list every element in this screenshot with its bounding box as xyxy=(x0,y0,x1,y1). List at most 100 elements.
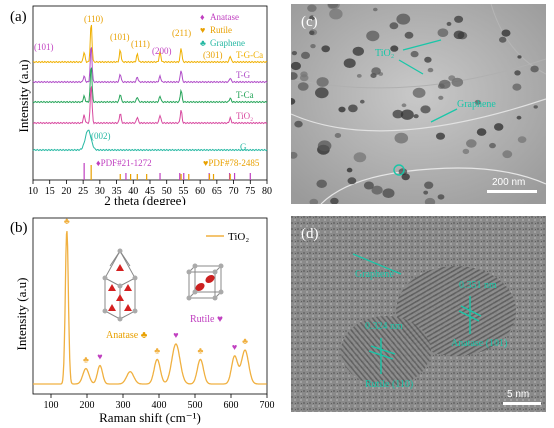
tio2-particle xyxy=(371,185,383,195)
tio2-particle xyxy=(291,98,296,105)
tio2-particle xyxy=(454,15,464,23)
xrd-xtick-label: 40 xyxy=(128,186,138,197)
peak-label-301: (301) xyxy=(203,50,223,60)
tio2-particle xyxy=(427,67,434,73)
panel-label-d: (d) xyxy=(301,226,319,242)
curve-label-g: G xyxy=(240,142,247,152)
peak-label-101-anatase: (101) xyxy=(34,42,54,52)
rutile-label: Rutile ♥ xyxy=(190,314,223,325)
tio2-particle xyxy=(451,77,464,87)
tio2-particle xyxy=(315,87,329,99)
tio2-particle xyxy=(317,140,332,152)
tio2-particle xyxy=(462,148,470,155)
peak-label-200: (200) xyxy=(152,46,172,56)
tio2-particle xyxy=(413,114,419,119)
tio2-particle xyxy=(327,4,340,10)
legend-rutile-symbol: ♥ xyxy=(200,25,205,35)
xrd-xtick-label: 65 xyxy=(212,186,222,197)
tio2-particle xyxy=(294,120,303,128)
tio2-particle xyxy=(439,79,451,89)
peak-label-111: (111) xyxy=(131,39,150,49)
xrd-xtick-label: 45 xyxy=(145,186,155,197)
tio2-particle xyxy=(514,70,521,76)
tio2-particle xyxy=(309,198,319,204)
xrd-legend: ♦ Anatase ♥ Rutile ♣ Graphene xyxy=(200,12,245,48)
tio2-particle xyxy=(307,4,317,12)
raman-xtick-label: 300 xyxy=(116,400,131,411)
tio2-particle xyxy=(437,28,449,37)
tio2-particle xyxy=(366,30,380,42)
xrd-ylabel: Intensity (a.u) xyxy=(16,60,31,133)
tio2-particle xyxy=(448,75,456,81)
xrd-series-line xyxy=(32,129,268,152)
tio2-particle xyxy=(400,109,414,120)
raman-peak-marker-rutile: ♥ xyxy=(97,352,102,362)
pdf-label-anatase: ♦PDF#21-1272 xyxy=(96,158,152,168)
curve-label-tgca: T-G-Ca xyxy=(236,50,263,60)
tio2-particle xyxy=(291,61,301,71)
raman-legend: TiO₂ xyxy=(228,231,249,243)
raman-frame xyxy=(32,217,268,395)
tio2-particle xyxy=(516,115,522,120)
tio2-particle xyxy=(316,77,329,87)
tio2-particle xyxy=(438,95,444,100)
tio2-particle xyxy=(291,51,297,56)
legend-graphene: Graphene xyxy=(210,38,245,48)
rutile-crystal-illustration xyxy=(186,263,224,301)
xrd-xtick-label: 50 xyxy=(162,186,172,197)
xrd-series-line xyxy=(32,47,268,84)
raman-xtick-label: 500 xyxy=(188,400,203,411)
peak-label-110: (110) xyxy=(84,14,103,24)
xrd-xtick-label: 35 xyxy=(112,186,122,197)
xrd-series-line xyxy=(32,86,268,125)
dspacing-marker-rutile xyxy=(368,338,396,374)
raman-xtick-label: 200 xyxy=(80,400,95,411)
raman-series-line xyxy=(33,230,267,385)
xrd-xtick-label: 20 xyxy=(61,186,71,197)
panel-label-a: (a) xyxy=(10,9,27,25)
tio2-particle xyxy=(297,82,309,91)
tio2-particle xyxy=(401,173,410,181)
tio2-particle xyxy=(502,150,513,159)
tio2-particle xyxy=(401,103,407,108)
raman-xlabel: Raman shift (cm⁻¹) xyxy=(99,410,201,425)
xrd-xtick-label: 80 xyxy=(262,186,272,197)
tio2-particle xyxy=(329,8,343,20)
legend-rutile: Rutile xyxy=(210,25,232,35)
raman-peak-marker-rutile: ♥ xyxy=(173,330,178,340)
tio2-particle xyxy=(389,22,399,30)
tio2-particle xyxy=(474,99,481,105)
tio2-particle xyxy=(499,36,507,43)
hrtem-image-d: (d) Graphene 0.351 nm Anatase (101) 0.32… xyxy=(291,216,546,412)
raman-peak-marker-anatase: ♣ xyxy=(242,336,248,346)
raman-peak-marker-rutile: ♥ xyxy=(232,342,237,352)
scalebar-c xyxy=(487,190,537,193)
xrd-series-line xyxy=(32,24,268,64)
tio2-particle xyxy=(501,29,511,37)
tio2-particle xyxy=(309,30,315,35)
tio2-particle xyxy=(396,13,411,25)
xrd-xtick-label: 75 xyxy=(245,186,255,197)
peak-label-211: (211) xyxy=(172,28,191,38)
tio2-particle xyxy=(436,132,445,140)
tio2-particle xyxy=(394,132,409,144)
tem-image-c: (c) TiO₂ Graphene 200 nm xyxy=(291,4,546,204)
tio2-particle xyxy=(424,56,432,63)
tio2-particle xyxy=(424,197,436,204)
pdf-label-rutile: ♥PDF#78-2485 xyxy=(203,158,260,168)
curve-label-tca: T-Ca xyxy=(236,90,254,100)
tio2-particle xyxy=(360,99,365,104)
graphene-arrow-d xyxy=(352,253,402,275)
tio2-particle xyxy=(382,188,395,198)
tio2-particle xyxy=(356,74,362,78)
tio2-particle xyxy=(410,50,419,58)
tio2-particle xyxy=(404,31,414,39)
tio2-particle xyxy=(371,67,381,75)
xrd-xtick-label: 10 xyxy=(28,186,38,197)
tio2-particle xyxy=(530,65,539,73)
raman-xtick-label: 400 xyxy=(152,400,167,411)
legend-anatase: Anatase xyxy=(210,12,239,22)
tio2-particle xyxy=(512,83,522,91)
tio2-particle xyxy=(517,136,527,144)
tio2-particle xyxy=(420,105,431,114)
